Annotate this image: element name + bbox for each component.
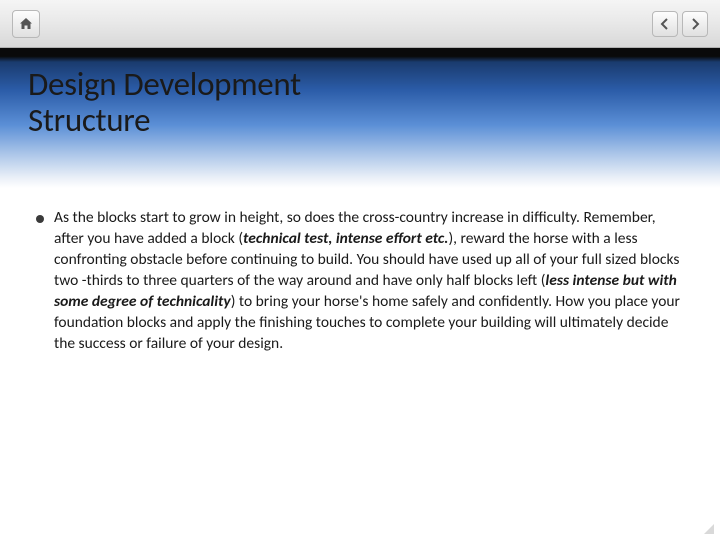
slide: Design Development Structure As the bloc… [0, 48, 720, 540]
body-paragraph: As the blocks start to grow in height, s… [54, 208, 684, 354]
page-corner-icon [704, 524, 714, 534]
home-icon [18, 16, 34, 32]
toolbar [0, 0, 720, 48]
slide-body: As the blocks start to grow in height, s… [0, 188, 720, 374]
bullet-item: As the blocks start to grow in height, s… [36, 208, 684, 354]
chevron-right-icon [689, 18, 701, 30]
body-emph-1: technical test, intense effort etc. [243, 229, 448, 248]
home-button[interactable] [12, 10, 40, 38]
chevron-left-icon [659, 18, 671, 30]
slide-title: Design Development Structure [28, 66, 692, 139]
title-band: Design Development Structure [0, 48, 720, 188]
next-button[interactable] [682, 11, 708, 37]
bullet-icon [36, 215, 44, 223]
title-line-2: Structure [28, 100, 150, 140]
nav-buttons [652, 11, 708, 37]
title-line-1: Design Development [28, 64, 301, 104]
prev-button[interactable] [652, 11, 678, 37]
